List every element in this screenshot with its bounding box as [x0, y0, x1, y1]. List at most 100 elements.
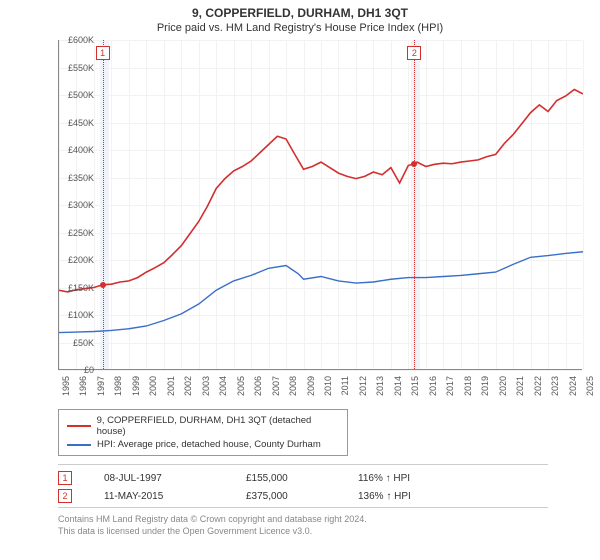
gridline-v [181, 40, 182, 369]
gridline-v [566, 40, 567, 369]
y-tick-label: £100K [58, 310, 94, 320]
x-tick-label: 2003 [201, 376, 220, 396]
x-tick-label: 2001 [166, 376, 185, 396]
x-tick-label: 2008 [288, 376, 307, 396]
x-tick-label: 2021 [515, 376, 534, 396]
x-tick-label: 2019 [480, 376, 499, 396]
legend-swatch [67, 425, 91, 427]
y-tick-label: £300K [58, 200, 94, 210]
y-tick-label: £400K [58, 145, 94, 155]
gridline-v [216, 40, 217, 369]
sale-number-box: 1 [58, 471, 72, 485]
x-tick-label: 2006 [253, 376, 272, 396]
x-tick-label: 2013 [375, 376, 394, 396]
gridline-v [496, 40, 497, 369]
chart-title: 9, COPPERFIELD, DURHAM, DH1 3QT [8, 6, 592, 20]
y-tick-label: £200K [58, 255, 94, 265]
y-tick-label: £0 [58, 365, 94, 375]
gridline-v [251, 40, 252, 369]
x-tick-label: 1996 [78, 376, 97, 396]
gridline-v [146, 40, 147, 369]
gridline-v [373, 40, 374, 369]
x-tick-label: 2000 [148, 376, 167, 396]
y-tick-label: £450K [58, 118, 94, 128]
legend-label: HPI: Average price, detached house, Coun… [97, 439, 321, 450]
gridline-v [269, 40, 270, 369]
footer-line-2: This data is licensed under the Open Gov… [58, 526, 548, 538]
x-tick-label: 2015 [410, 376, 429, 396]
y-tick-label: £600K [58, 35, 94, 45]
sale-marker-label: 1 [96, 46, 110, 60]
gridline-v [408, 40, 409, 369]
gridline-v [513, 40, 514, 369]
sales-block: 1 08-JUL-1997 £155,000 116% ↑ HPI 2 11-MAY-20… [58, 464, 548, 503]
footer-line-1: Contains HM Land Registry data © Crown c… [58, 514, 548, 526]
gridline-v [443, 40, 444, 369]
gridline-v [461, 40, 462, 369]
legend-swatch [67, 444, 91, 446]
legend-label: 9, COPPERFIELD, DURHAM, DH1 3QT (detache… [97, 415, 339, 437]
x-tick-label: 2011 [340, 376, 359, 395]
sale-row: 1 08-JUL-1997 £155,000 116% ↑ HPI [58, 471, 548, 485]
x-tick-label: 2009 [306, 376, 325, 396]
y-tick-label: £500K [58, 90, 94, 100]
x-tick-label: 2007 [271, 376, 290, 396]
plot: 12 [58, 40, 582, 370]
gridline-v [338, 40, 339, 369]
x-tick-label: 1999 [131, 376, 150, 396]
gridline-v [94, 40, 95, 369]
gridline-v [391, 40, 392, 369]
chart-container: 9, COPPERFIELD, DURHAM, DH1 3QT Price pa… [0, 0, 600, 560]
gridline-v [548, 40, 549, 369]
x-tick-label: 2020 [498, 376, 517, 396]
x-tick-label: 2023 [550, 376, 569, 396]
gridline-v [199, 40, 200, 369]
chart-area: 12 £0£50K£100K£150K£200K£250K£300K£350K£… [18, 40, 582, 395]
x-tick-label: 2004 [218, 376, 237, 396]
sale-dot [411, 161, 417, 167]
gridline-v [286, 40, 287, 369]
gridline-v [356, 40, 357, 369]
chart-subtitle: Price paid vs. HM Land Registry's House … [8, 22, 592, 34]
legend: 9, COPPERFIELD, DURHAM, DH1 3QT (detache… [58, 409, 348, 456]
gridline-v [111, 40, 112, 369]
gridline-v [531, 40, 532, 369]
x-tick-label: 2014 [393, 376, 412, 396]
y-tick-label: £250K [58, 228, 94, 238]
x-tick-label: 2005 [236, 376, 255, 396]
y-tick-label: £550K [58, 63, 94, 73]
legend-item: HPI: Average price, detached house, Coun… [67, 438, 339, 451]
gridline-v [164, 40, 165, 369]
sale-marker-line [414, 40, 415, 369]
sale-pct: 136% ↑ HPI [358, 491, 458, 502]
y-tick-label: £150K [58, 283, 94, 293]
x-tick-label: 1998 [113, 376, 132, 396]
footer: Contains HM Land Registry data © Crown c… [58, 507, 548, 537]
gridline-h [59, 370, 582, 371]
sale-row: 2 11-MAY-2015 £375,000 136% ↑ HPI [58, 489, 548, 503]
legend-item: 9, COPPERFIELD, DURHAM, DH1 3QT (detache… [67, 414, 339, 438]
x-tick-label: 2017 [445, 376, 464, 396]
sale-price: £375,000 [246, 491, 326, 502]
sale-price: £155,000 [246, 473, 326, 484]
gridline-v [129, 40, 130, 369]
y-tick-label: £350K [58, 173, 94, 183]
x-tick-label: 2018 [463, 376, 482, 396]
sale-date: 08-JUL-1997 [104, 473, 214, 484]
sale-pct: 116% ↑ HPI [358, 473, 458, 484]
x-tick-label: 2022 [533, 376, 552, 396]
x-tick-label: 2016 [428, 376, 447, 396]
sale-dot [100, 282, 106, 288]
x-tick-label: 2002 [183, 376, 202, 396]
gridline-v [304, 40, 305, 369]
gridline-v [234, 40, 235, 369]
sale-number-box: 2 [58, 489, 72, 503]
x-tick-label: 2024 [568, 376, 587, 396]
gridline-v [478, 40, 479, 369]
sale-date: 11-MAY-2015 [104, 491, 214, 502]
gridline-v [583, 40, 584, 369]
gridline-v [321, 40, 322, 369]
sale-marker-label: 2 [407, 46, 421, 60]
sale-marker-line [103, 40, 104, 369]
x-tick-label: 2025 [585, 376, 600, 396]
